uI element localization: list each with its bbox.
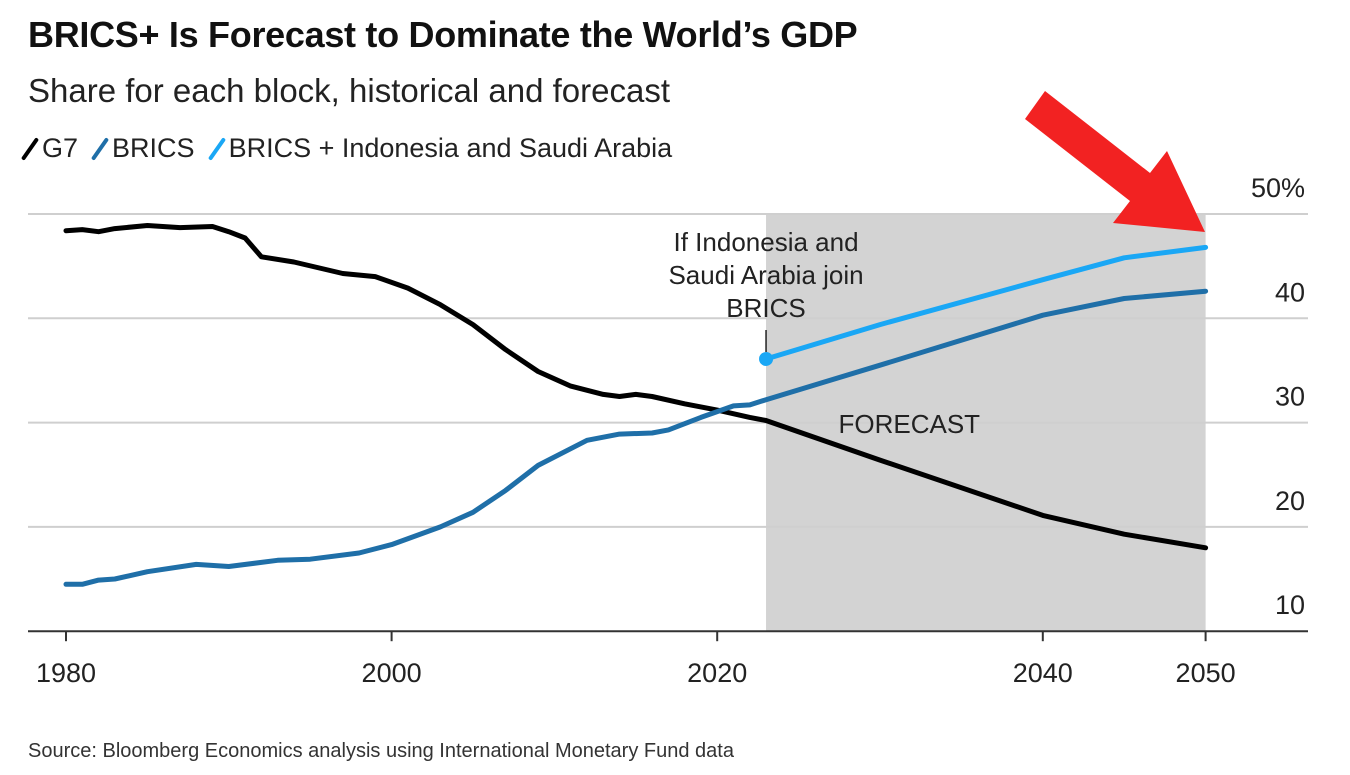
- y-tick-label: 50%: [1251, 173, 1305, 203]
- annotation-text: Saudi Arabia join: [668, 260, 863, 290]
- legend-label: BRICS + Indonesia and Saudi Arabia: [228, 133, 673, 163]
- legend-label: BRICS: [112, 133, 195, 163]
- chart-subtitle: Share for each block, historical and for…: [28, 72, 671, 109]
- x-tick-label: 1980: [36, 658, 96, 688]
- legend-item-brics: BRICS: [90, 133, 195, 164]
- legend-item-g7: G7: [20, 133, 79, 164]
- x-tick-label: 2000: [362, 658, 422, 688]
- series-line-g7: [63, 223, 1209, 551]
- x-tick-label: 2040: [1013, 658, 1073, 688]
- y-tick-label: 10: [1275, 590, 1305, 620]
- y-tick-label: 20: [1275, 486, 1305, 516]
- series-start-point: [759, 351, 774, 366]
- annotation-text: BRICS: [726, 293, 805, 323]
- series-line-brics: [63, 288, 1209, 587]
- chart-title: BRICS+ Is Forecast to Dominate the World…: [28, 14, 858, 55]
- y-tick-label: 40: [1275, 277, 1305, 307]
- legend: G7 BRICS BRICS + Indonesia and Saudi Ara…: [20, 133, 673, 164]
- legend-label: G7: [42, 133, 79, 163]
- y-tick-label: 30: [1275, 382, 1305, 412]
- forecast-label: FORECAST: [839, 409, 981, 439]
- red-arrow-icon: [1025, 91, 1205, 232]
- x-tick-label: 2020: [687, 658, 747, 688]
- series-line-brics-plus: [763, 244, 1209, 362]
- annotation-text: If Indonesia and: [674, 227, 859, 257]
- legend-item-brics-plus: BRICS + Indonesia and Saudi Arabia: [207, 133, 673, 164]
- x-tick-label: 2050: [1176, 658, 1236, 688]
- source-note: Source: Bloomberg Economics analysis usi…: [28, 740, 734, 762]
